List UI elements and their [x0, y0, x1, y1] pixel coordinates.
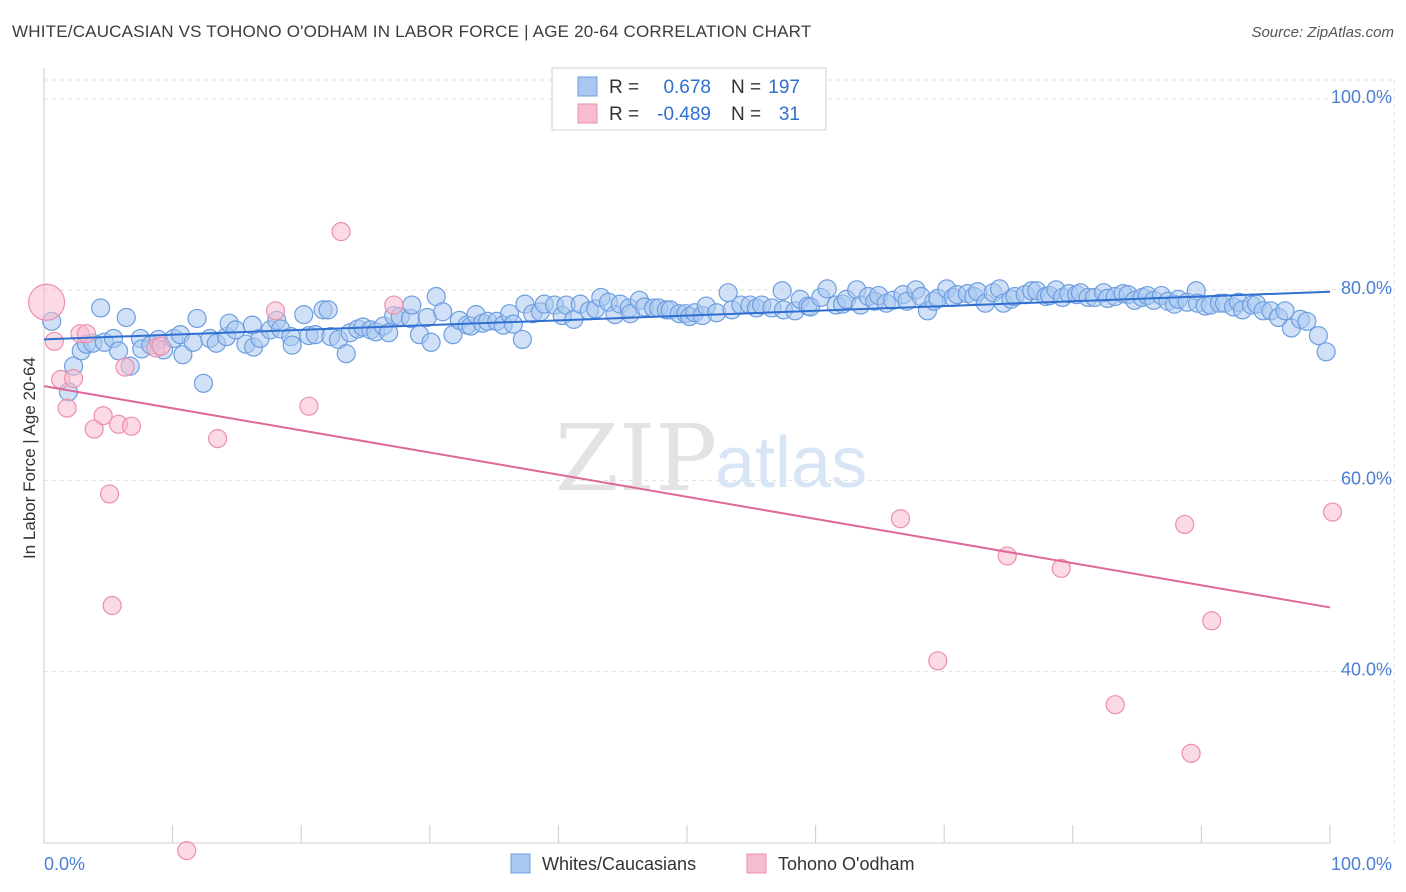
bottom-legend-swatch-0	[510, 853, 531, 874]
bottom-legend-swatch-1	[746, 853, 767, 874]
data-point	[772, 281, 792, 301]
legend-r-label-0: R =	[609, 77, 639, 98]
x-tick-label-start: 0.0%	[44, 854, 85, 874]
data-point	[1297, 311, 1317, 331]
data-point	[90, 298, 111, 318]
legend-swatch-1	[577, 103, 598, 124]
y-axis-title: In Labor Force | Age 20-64	[20, 357, 39, 559]
data-point	[44, 331, 64, 351]
data-point	[503, 314, 523, 334]
y-tick-labels: 40.0% 60.0% 80.0% 100.0%	[1331, 87, 1392, 679]
data-point	[294, 305, 314, 325]
data-point	[102, 595, 122, 616]
legend-box	[551, 67, 827, 131]
data-point	[1051, 558, 1071, 578]
data-point	[1316, 342, 1336, 362]
data-point	[121, 416, 142, 436]
data-point	[1181, 743, 1201, 763]
trend-line-0	[43, 290, 1331, 341]
data-point	[318, 300, 338, 320]
watermark-zip: ZIP	[555, 405, 717, 512]
chart-source: Source: ZipAtlas.com	[1251, 24, 1394, 41]
y-tick-label-2: 80.0%	[1341, 278, 1392, 298]
x-tick-label-end: 100.0%	[1331, 854, 1392, 874]
legend-swatch-0	[577, 76, 598, 97]
data-point	[173, 345, 193, 365]
data-point	[108, 341, 129, 361]
data-point	[116, 307, 136, 328]
bottom-legend-label-0: Whites/Caucasians	[542, 854, 696, 874]
data-point	[63, 368, 84, 389]
data-point	[1275, 301, 1295, 321]
legend-r-value-0: 0.678	[663, 77, 711, 98]
y-tick-label-3: 100.0%	[1331, 87, 1392, 107]
axes	[43, 68, 1331, 844]
data-point	[27, 283, 66, 321]
data-point	[997, 546, 1017, 566]
trend-lines	[43, 290, 1331, 609]
data-point	[890, 509, 911, 529]
trend-line-1	[43, 385, 1331, 609]
data-point	[265, 301, 286, 321]
data-point	[1308, 326, 1329, 346]
watermark-atlas: atlas	[715, 423, 867, 503]
data-point	[177, 841, 197, 861]
legend-n-value-1: 31	[779, 104, 800, 125]
data-point	[187, 308, 207, 329]
watermark: ZIP atlas	[555, 405, 867, 512]
data-point	[57, 398, 77, 418]
data-point	[421, 332, 441, 352]
data-point	[817, 279, 837, 299]
legend-r-label-1: R =	[609, 104, 639, 125]
data-point	[299, 396, 319, 416]
legend-n-value-0: 197	[768, 77, 800, 98]
legend-r-value-1: -0.489	[657, 104, 711, 125]
data-point	[1322, 502, 1343, 522]
data-point	[512, 329, 532, 350]
chart-title: WHITE/CAUCASIAN VS TOHONO O'ODHAM IN LAB…	[12, 22, 812, 41]
data-point	[402, 295, 422, 315]
data-point	[115, 357, 135, 377]
data-point	[379, 323, 399, 343]
x-tick-labels: 0.0% 100.0%	[44, 854, 1392, 874]
data-point	[1202, 611, 1222, 631]
data-point	[331, 222, 351, 242]
data-point	[151, 336, 171, 356]
legend: R = 0.678 N = 197 R = -0.489 N = 31	[551, 67, 827, 131]
bottom-legend-label-1: Tohono O'odham	[778, 854, 915, 874]
y-tick-label-0: 40.0%	[1341, 659, 1392, 679]
data-point	[193, 373, 214, 393]
y-tick-label-1: 60.0%	[1341, 469, 1392, 489]
series-1-points	[27, 88, 1343, 861]
data-point	[282, 335, 302, 355]
data-point	[76, 324, 97, 344]
data-point	[1105, 695, 1125, 715]
data-point	[208, 429, 228, 449]
data-point	[1175, 514, 1195, 535]
data-point	[93, 406, 113, 426]
data-point	[336, 344, 356, 364]
data-point	[99, 484, 120, 504]
bottom-legend: Whites/Caucasians Tohono O'odham	[510, 853, 915, 874]
data-point	[84, 419, 104, 439]
data-point	[384, 295, 404, 315]
data-point	[928, 651, 948, 671]
data-point	[433, 302, 453, 322]
data-point	[183, 332, 203, 352]
legend-n-label-1: N =	[731, 104, 761, 125]
legend-n-label-0: N =	[731, 77, 761, 98]
